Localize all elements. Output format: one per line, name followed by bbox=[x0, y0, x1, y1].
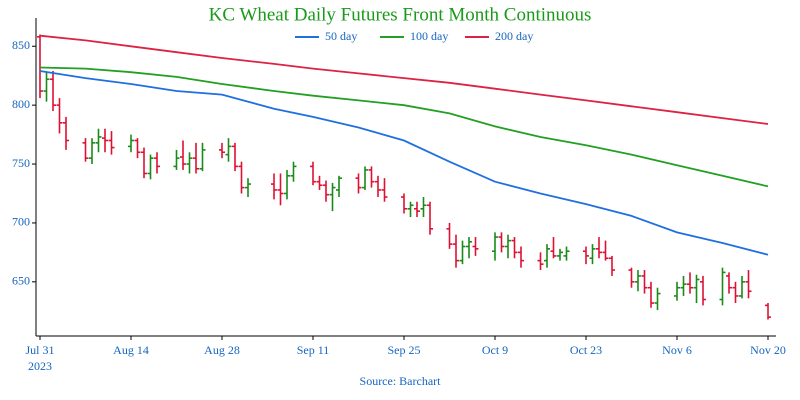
y-tick-label: 800 bbox=[12, 97, 30, 111]
x-tick-label: Sep 11 bbox=[297, 343, 330, 357]
x-tick-label: Aug 14 bbox=[113, 343, 149, 357]
x-tick-label: Sep 25 bbox=[388, 343, 421, 357]
y-tick-label: 750 bbox=[12, 156, 30, 170]
x-tick-label: Nov 20 bbox=[750, 343, 786, 357]
x-year-label: 2023 bbox=[28, 359, 52, 373]
ma-line bbox=[39, 34, 769, 125]
x-tick-label: Aug 28 bbox=[204, 343, 240, 357]
y-tick-label: 700 bbox=[12, 215, 30, 229]
legend-label: 100 day bbox=[410, 29, 448, 43]
x-tick-label: Oct 9 bbox=[482, 343, 508, 357]
source: Source: Barchart bbox=[360, 374, 442, 388]
ma-line bbox=[39, 66, 769, 188]
y-tick-label: 850 bbox=[12, 38, 30, 52]
legend-label: 200 day bbox=[495, 29, 533, 43]
legend-label: 50 day bbox=[325, 29, 357, 43]
x-tick-label: Nov 6 bbox=[662, 343, 692, 357]
x-tick-label: Jul 31 bbox=[25, 343, 54, 357]
x-tick-label: Oct 23 bbox=[570, 343, 602, 357]
chart-title: KC Wheat Daily Futures Front Month Conti… bbox=[209, 4, 592, 25]
ma-line bbox=[39, 70, 769, 256]
y-tick-label: 650 bbox=[12, 274, 30, 288]
